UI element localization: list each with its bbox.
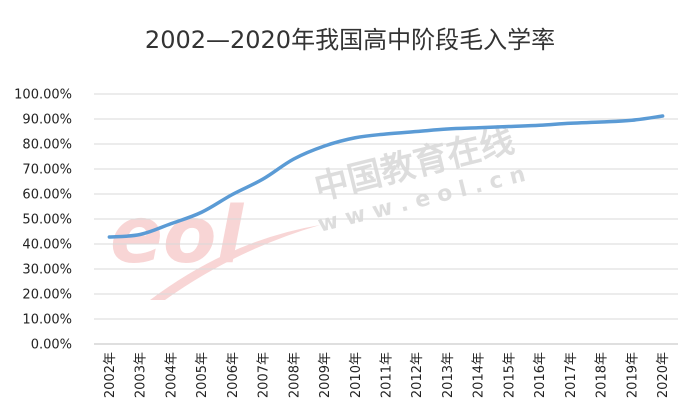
y-tick-label: 80.00% [22,138,72,153]
x-tick-label: 2004年 [164,352,179,398]
x-tick-label: 2011年 [380,352,395,398]
y-tick-label: 10.00% [22,313,72,328]
x-tick-label: 2005年 [195,352,210,398]
y-tick-label: 20.00% [22,288,72,303]
x-tick-label: 2017年 [564,352,579,398]
x-tick-label: 2008年 [287,352,302,398]
y-tick-label: 100.00% [14,88,72,103]
x-tick-label: 2016年 [533,352,548,398]
x-tick-label: 2014年 [472,352,487,398]
x-tick-label: 2003年 [134,352,149,398]
y-tick-label: 0.00% [31,338,72,353]
x-tick-label: 2013年 [441,352,456,398]
y-tick-label: 50.00% [22,213,72,228]
x-tick-label: 2010年 [349,352,364,398]
chart-title: 2002—2020年我国高中阶段毛入学率 [145,26,555,54]
grid [94,93,678,345]
x-tick-label: 2019年 [625,352,640,398]
y-tick-label: 60.00% [22,188,72,203]
y-tick-label: 30.00% [22,263,72,278]
x-tick-label: 2007年 [257,352,272,398]
y-tick-label: 90.00% [22,113,72,128]
x-axis-ticks: 2002年 2003年 2004年 2005年 2006年 2007年 2008年 2009年… [103,352,671,398]
x-tick-label: 2002年 [103,352,118,398]
series [107,114,665,239]
x-tick-label: 2020年 [656,352,671,398]
y-axis-ticks: 0.00% 10.00% 20.00% 30.00% 40.00% 50.00% 60.00… [14,88,72,353]
x-tick-label: 2012年 [410,352,425,398]
y-tick-label: 40.00% [22,238,72,253]
x-tick-label: 2006年 [226,352,241,398]
x-tick-label: 2009年 [318,352,333,398]
x-tick-label: 2015年 [502,352,517,398]
eol-logo-mark: eol [110,191,320,300]
series-line [107,114,665,239]
x-tick-label: 2018年 [595,352,610,398]
y-tick-label: 70.00% [22,163,72,178]
